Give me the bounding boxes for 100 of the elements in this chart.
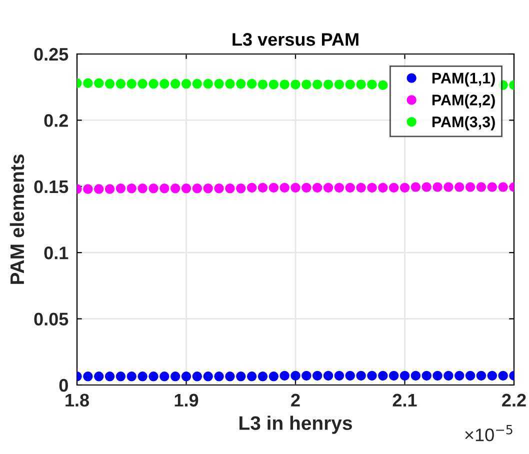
point [83, 184, 93, 194]
point [290, 370, 300, 381]
point [498, 370, 508, 381]
y-tick-label: 0.05 [34, 312, 68, 326]
point [334, 80, 344, 90]
point [236, 184, 246, 194]
point [356, 370, 366, 381]
point [116, 372, 126, 382]
point [225, 184, 235, 194]
point [400, 182, 410, 193]
point [104, 372, 115, 382]
point [268, 372, 279, 382]
y-tick-label: 0.2 [44, 114, 68, 127]
point [323, 182, 334, 193]
point [410, 370, 421, 381]
point [290, 80, 300, 90]
x-axis-title: L3 in henrys [240, 416, 352, 434]
x-tick-label: 1.8 [66, 394, 89, 407]
point [203, 372, 213, 382]
point [246, 182, 257, 193]
point [94, 78, 104, 88]
point [388, 370, 399, 381]
point [280, 80, 290, 90]
point [138, 184, 148, 194]
point [192, 78, 202, 89]
point [246, 372, 257, 382]
point [280, 370, 290, 381]
point [258, 80, 268, 90]
point [236, 78, 246, 89]
point [126, 184, 136, 194]
point [476, 370, 486, 381]
point [170, 372, 180, 382]
point [323, 370, 334, 381]
point [181, 184, 192, 194]
point [160, 78, 170, 89]
point [83, 372, 93, 382]
point [148, 372, 158, 382]
x-tick-label: 2 [291, 394, 300, 406]
point [181, 78, 192, 89]
point [116, 184, 126, 194]
point [214, 78, 224, 89]
point [422, 370, 432, 381]
point [83, 78, 93, 88]
point [246, 78, 257, 89]
legend-label: PAM(1,1) [432, 72, 495, 87]
point [454, 182, 464, 192]
point [126, 372, 136, 382]
point [203, 78, 213, 89]
point [367, 182, 377, 193]
point [367, 370, 377, 381]
point [378, 80, 388, 90]
point [138, 372, 148, 382]
point [170, 184, 180, 194]
point [148, 184, 158, 194]
point [148, 78, 158, 89]
point [225, 78, 235, 89]
legend-label: PAM(2,2) [432, 94, 495, 108]
point [258, 372, 268, 382]
point [476, 182, 486, 192]
point [160, 184, 170, 194]
point [323, 80, 334, 90]
point [214, 372, 224, 382]
y-tick-label: 0.1 [44, 246, 68, 260]
point [356, 80, 366, 90]
point [181, 372, 192, 382]
point [203, 184, 213, 194]
point [302, 370, 312, 381]
point [465, 182, 476, 192]
point [280, 182, 290, 193]
point [312, 182, 322, 193]
point [160, 372, 170, 382]
point [422, 182, 432, 192]
point [487, 370, 498, 381]
point [432, 370, 442, 381]
point [312, 370, 322, 381]
point [94, 372, 104, 382]
point [388, 182, 399, 193]
point [367, 80, 377, 90]
point [170, 78, 180, 89]
point [410, 182, 421, 192]
point [302, 182, 312, 193]
point [454, 370, 464, 381]
point [116, 78, 126, 89]
point [345, 370, 355, 381]
chart-title: L3 versus PAM [232, 33, 358, 46]
point [104, 78, 115, 89]
point [345, 80, 355, 90]
point [258, 182, 268, 193]
point [400, 370, 410, 381]
point [290, 182, 300, 193]
point [126, 78, 136, 89]
point [214, 184, 224, 194]
point [302, 80, 312, 90]
point [334, 370, 344, 381]
point [487, 182, 498, 192]
point [378, 182, 388, 193]
point [356, 182, 366, 193]
point [345, 182, 355, 193]
point [312, 80, 322, 90]
y-axis-title: PAM elements [10, 154, 24, 284]
